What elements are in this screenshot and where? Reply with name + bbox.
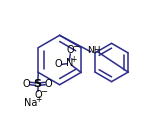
Text: −: −: [72, 42, 79, 51]
Text: +: +: [70, 55, 77, 64]
Text: N: N: [66, 58, 73, 68]
Text: O: O: [54, 59, 62, 69]
Text: Na: Na: [24, 98, 37, 108]
Text: +: +: [36, 95, 42, 104]
Text: O: O: [23, 78, 31, 88]
Text: O: O: [45, 78, 52, 88]
Text: S: S: [34, 79, 42, 89]
Text: NH: NH: [87, 46, 101, 55]
Text: O: O: [67, 45, 74, 55]
Text: −: −: [40, 87, 47, 96]
Text: O: O: [34, 90, 42, 100]
